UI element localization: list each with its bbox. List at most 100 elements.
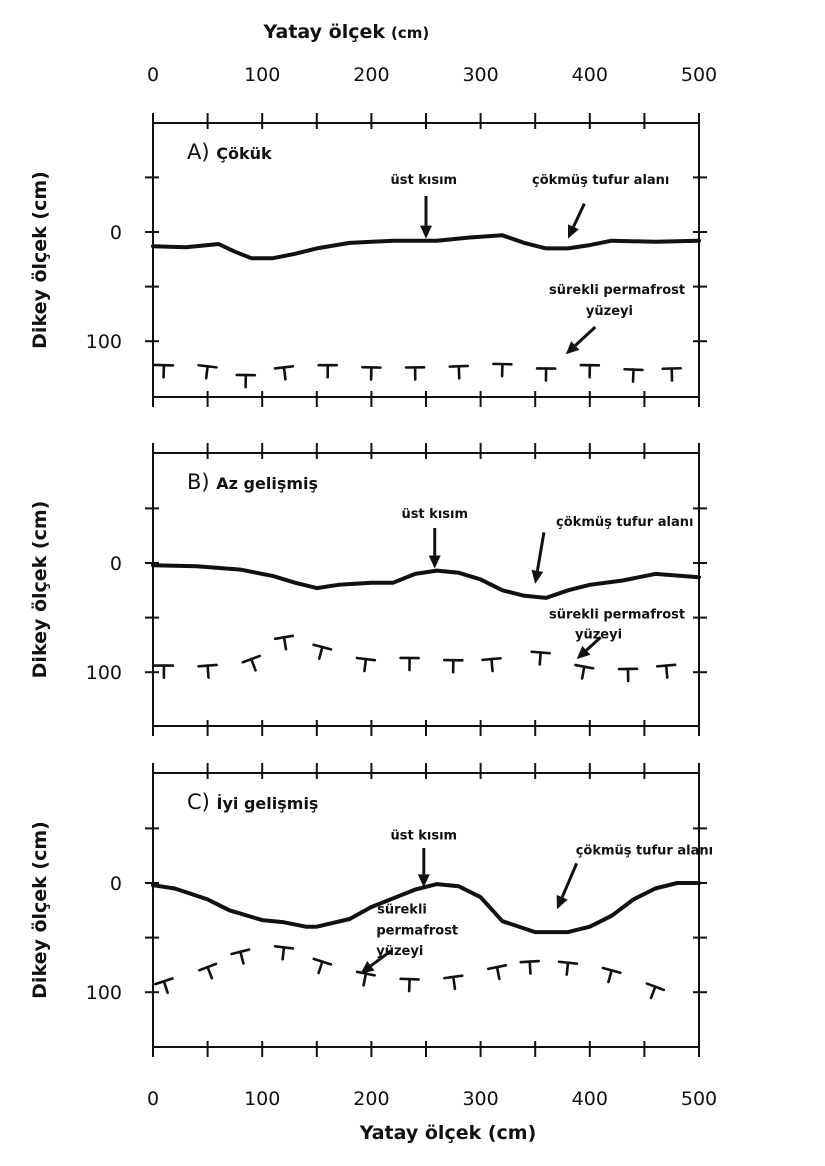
arrow-shaft xyxy=(369,949,392,968)
permafrost-t-marker xyxy=(486,964,508,981)
permafrost-t-marker xyxy=(535,367,557,382)
panel-frame xyxy=(152,452,700,727)
permafrost-t-stem xyxy=(490,657,494,673)
arrow-shaft xyxy=(574,325,597,347)
permafrost-t-marker xyxy=(399,977,420,993)
permafrost-t-marker xyxy=(153,363,175,379)
arrow-head xyxy=(565,341,580,355)
permafrost-t-marker xyxy=(530,650,551,666)
bottom-axis-tick-labels: 0 100 200 300 400 500 xyxy=(147,1088,717,1110)
bottom-x-tick-label: 500 xyxy=(681,1088,717,1110)
annotation-label: üst kısım xyxy=(391,828,458,843)
permafrost-t-marker xyxy=(443,658,464,674)
permafrost-t-stem xyxy=(317,960,324,975)
permafrost-t-marker xyxy=(273,365,295,381)
permafrost-t-marker xyxy=(481,657,502,673)
permafrost-t-stem xyxy=(250,657,257,672)
panel-title-letter: A) xyxy=(187,140,216,164)
permafrost-t-stem xyxy=(649,985,657,1000)
panel-c: 0 100 Dikey ölçek (cm) C) İyi gelişmiş üst k… xyxy=(29,763,713,1057)
permafrost-t-marker xyxy=(448,364,470,380)
annotation-arrow xyxy=(568,202,586,239)
permafrost-t-marker xyxy=(317,363,339,379)
permafrost-t-marker xyxy=(197,962,218,980)
permafrost-t-marker xyxy=(574,663,595,680)
top-x-tick-label: 300 xyxy=(462,64,498,86)
panel-frame xyxy=(152,122,700,398)
arrow-head xyxy=(428,555,441,569)
annotation-label: sürekli xyxy=(377,903,427,918)
panel-title-text: Az gelişmiş xyxy=(216,474,318,493)
permafrost-t-marker xyxy=(230,948,251,965)
annotation-arrow xyxy=(576,636,602,660)
permafrost-t-marker xyxy=(579,363,601,379)
permafrost-t-marker xyxy=(645,982,666,1000)
permafrost-t-stem xyxy=(538,651,543,666)
arrow-shaft xyxy=(560,862,579,898)
permafrost-t-stem xyxy=(664,664,669,679)
permafrost-t-marker xyxy=(492,362,513,378)
panel-title-letter: C) xyxy=(187,790,217,814)
permafrost-t-marker xyxy=(273,634,295,651)
permafrost-t-marker xyxy=(312,957,333,975)
y-axis-label: Dikey ölçek (cm) xyxy=(29,821,51,999)
permafrost-t-marker xyxy=(601,966,622,984)
annotation-label: sürekli permafrost xyxy=(549,608,685,623)
permafrost-t-stem xyxy=(363,657,368,673)
annotation-label: üst kısım xyxy=(401,507,468,522)
annotation-label: sürekli permafrost xyxy=(549,283,685,298)
annotation-label: yüzeyi xyxy=(586,304,633,319)
arrow-head xyxy=(420,225,432,239)
y-tick-label: 0 xyxy=(110,222,122,244)
permafrost-t-marker xyxy=(623,367,644,383)
y-tick-label: 0 xyxy=(110,873,122,895)
permafrost-t-stem xyxy=(317,645,324,660)
bottom-x-tick-label: 0 xyxy=(147,1088,159,1110)
ground-surface-line xyxy=(151,563,701,600)
arrow-head xyxy=(576,645,591,660)
top-axis-tick-labels: 0 100 200 300 400 500 xyxy=(147,64,717,86)
permafrost-t-marker xyxy=(557,960,579,976)
annotation-arrow xyxy=(556,862,579,910)
panel-b: 0 100 Dikey ölçek (cm) B) Az gelişmiş üst kı… xyxy=(29,443,707,736)
annotation-label: çökmüş tufur alanı xyxy=(556,515,693,530)
permafrost-t-marker xyxy=(399,656,420,672)
permafrost-t-marker xyxy=(404,365,426,381)
permafrost-t-stem xyxy=(162,979,169,995)
permafrost-t-stem xyxy=(206,965,214,980)
annotation-label: çökmüş tufur alanı xyxy=(532,173,669,188)
annotation-label: üst kısım xyxy=(391,173,458,188)
permafrost-t-marker xyxy=(361,365,382,381)
arrow-head xyxy=(531,569,544,584)
permafrost-t-marker xyxy=(241,654,262,672)
permafrost-t-stem xyxy=(528,960,532,975)
permafrost-t-stem xyxy=(282,635,288,651)
permafrost-t-marker xyxy=(519,959,540,975)
panel-title: B) Az gelişmiş xyxy=(187,470,318,494)
y-axis-label: Dikey ölçek (cm) xyxy=(29,171,51,349)
permafrost-t-marker xyxy=(661,366,682,382)
permafrost-t-stem xyxy=(281,946,286,961)
annotation-arrow xyxy=(531,532,546,584)
permafrost-t-marker xyxy=(355,970,377,987)
panel-title: C) İyi gelişmiş xyxy=(187,790,318,814)
annotation-arrow xyxy=(360,949,392,974)
annotation-label: permafrost xyxy=(376,923,458,938)
permafrost-t-stem xyxy=(607,969,613,984)
top-axis-unit: (cm) xyxy=(391,24,429,42)
arrow-shaft xyxy=(585,636,602,652)
arrow-head xyxy=(360,961,375,974)
panels: 0 100 Dikey ölçek (cm) A) Çökük üst kısım çök… xyxy=(29,113,713,1057)
permafrost-t-marker xyxy=(235,373,257,389)
permafrost-t-marker xyxy=(312,643,333,660)
y-tick-label: 100 xyxy=(86,982,122,1004)
permafrost-t-marker xyxy=(355,656,377,673)
permafrost-t-stem xyxy=(204,364,209,380)
top-x-tick-label: 100 xyxy=(244,64,280,86)
permafrost-t-marker xyxy=(443,974,464,991)
arrow-head xyxy=(417,874,430,888)
ground-surface-line xyxy=(151,881,701,935)
bottom-x-tick-label: 300 xyxy=(462,1088,498,1110)
permafrost-t-stem xyxy=(362,972,368,987)
